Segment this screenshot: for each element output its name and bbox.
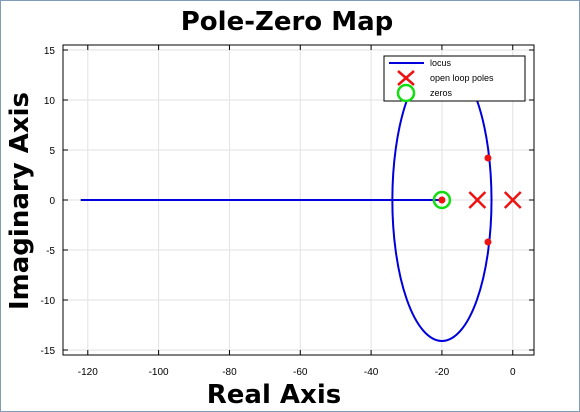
y-axis-label: Imaginary Axis [5,92,35,310]
legend-label: zeros [430,88,453,98]
plot-data [80,58,522,342]
x-axis-label: Real Axis [207,380,341,410]
closed-loop-point [484,154,492,162]
x-tick-label: -80 [222,367,237,378]
y-tick-label: 15 [44,46,56,57]
y-tick-label: -15 [41,346,56,357]
x-tick-label: 0 [510,367,516,378]
legend-label: locus [430,58,452,68]
legend-item: locus [389,58,452,68]
y-tick-label: -5 [46,246,55,257]
open-loop-pole-marker [503,191,522,209]
x-tick-label: -100 [149,367,169,378]
legend-pole-swatch [397,70,415,86]
x-tick-label: -20 [435,367,450,378]
y-tick-label: 0 [49,196,55,207]
closed-loop-point [484,238,492,246]
chart-title: Pole-Zero Map [181,7,394,37]
legend-item: open loop poles [397,70,494,86]
x-tick-label: -40 [364,367,379,378]
legend-label: open loop poles [430,73,494,83]
open-loop-pole-marker [468,191,487,209]
x-tick-label: -60 [293,367,308,378]
zero-marker [432,190,452,210]
closed-loop-point [438,196,446,204]
y-tick-label: 5 [49,146,55,157]
y-tick-label: 10 [44,96,56,107]
axis-ticks: -120 -100 -80 -60 -40 -20 0 -15 -10 -5 0 5 10 15 [41,45,534,378]
legend: locus open loop poles zeros [383,55,526,103]
x-tick-label: -120 [78,367,98,378]
y-tick-label: -10 [41,296,56,307]
legend-item: zeros [396,83,453,103]
legend-zero-swatch [396,83,416,103]
